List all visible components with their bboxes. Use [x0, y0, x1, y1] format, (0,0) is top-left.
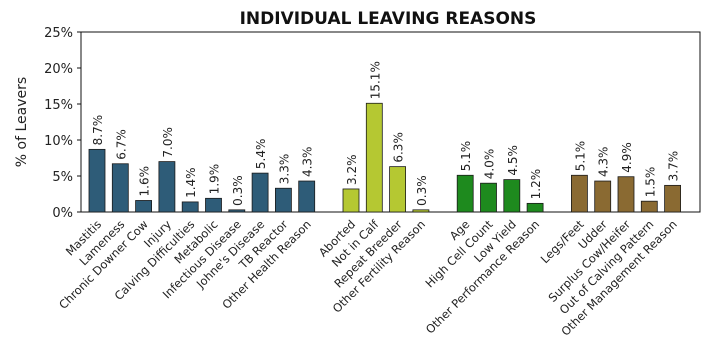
bar-value-label: 1.4%	[184, 167, 198, 198]
bar-value-label: 3.7%	[667, 151, 681, 182]
bar-value-label: 1.5%	[643, 167, 657, 198]
bar-value-label: 1.2%	[529, 169, 543, 200]
bar-value-label: 1.9%	[208, 164, 222, 195]
bar-value-label: 3.2%	[345, 154, 359, 185]
bar	[526, 202, 544, 213]
bar	[617, 176, 635, 213]
bars	[88, 102, 681, 213]
y-axis-label: % of Leavers	[14, 77, 30, 167]
bar	[456, 174, 474, 213]
bar-value-label: 0.3%	[415, 175, 429, 206]
bar-value-label: 8.7%	[91, 115, 105, 146]
bar-value-label: 15.1%	[368, 61, 382, 99]
bar	[205, 197, 222, 213]
y-tick-label: 5%	[52, 170, 73, 185]
bar	[181, 201, 199, 213]
y-tick-label: 0%	[52, 206, 73, 221]
bar-value-label: 4.0%	[483, 149, 497, 180]
bar-value-label: 4.5%	[506, 145, 520, 176]
bar-value-label: 7.0%	[161, 127, 175, 158]
bar	[412, 209, 430, 213]
bar	[594, 180, 612, 213]
chart-title: INDIVIDUAL LEAVING REASONS	[240, 9, 537, 29]
y-axis-ticks: 0% 5% 10% 15% 20% 25%	[44, 26, 81, 221]
bar-value-label: 5.1%	[459, 141, 473, 172]
bar	[503, 179, 521, 213]
bar	[480, 182, 497, 213]
bar	[251, 172, 269, 213]
y-tick-label: 20%	[44, 62, 73, 77]
bar-value-label: 6.7%	[114, 129, 128, 160]
bar-value-label: 4.9%	[620, 142, 634, 173]
bar	[135, 200, 153, 213]
bar	[158, 161, 176, 213]
bar	[274, 187, 292, 213]
bar	[88, 148, 106, 213]
bar	[228, 209, 246, 213]
value-labels: 8.7% 6.7% 1.6% 7.0% 1.4% 1.9% 0.3% 5.4% 3.3% 4.3%…	[91, 61, 681, 206]
bar-value-label: 3.3%	[277, 154, 291, 185]
bar-value-label: 4.3%	[301, 147, 315, 178]
bar	[342, 188, 360, 213]
bar	[664, 184, 681, 213]
y-tick-label: 25%	[44, 26, 73, 41]
bar-value-label: 5.1%	[573, 141, 587, 172]
bar-value-label: 6.3%	[392, 132, 406, 163]
bar-value-label: 4.3%	[597, 147, 611, 178]
bar-value-label: 5.4%	[254, 139, 268, 170]
y-tick-label: 10%	[44, 134, 73, 149]
bar-value-label: 0.3%	[231, 175, 245, 206]
bar	[111, 163, 129, 213]
bar	[298, 180, 316, 213]
bar	[571, 174, 588, 213]
y-tick-label: 15%	[44, 98, 73, 113]
bar	[640, 200, 658, 213]
bar-value-label: 1.6%	[138, 166, 152, 197]
bar	[365, 102, 383, 213]
bar	[389, 166, 407, 213]
